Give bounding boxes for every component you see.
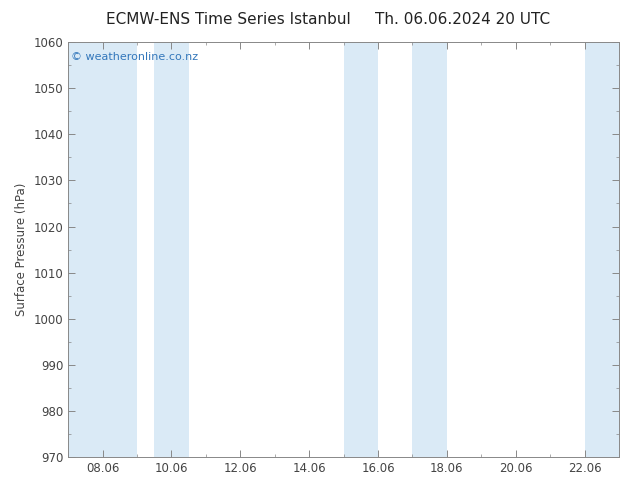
Bar (68, 42, 137, 457)
Bar (413, 42, 447, 457)
Text: © weatheronline.co.nz: © weatheronline.co.nz (71, 52, 198, 62)
Text: Th. 06.06.2024 20 UTC: Th. 06.06.2024 20 UTC (375, 12, 550, 27)
Y-axis label: Surface Pressure (hPa): Surface Pressure (hPa) (15, 183, 28, 316)
Text: ECMW-ENS Time Series Istanbul: ECMW-ENS Time Series Istanbul (106, 12, 351, 27)
Bar (344, 42, 378, 457)
Bar (585, 42, 619, 457)
Bar (154, 42, 189, 457)
